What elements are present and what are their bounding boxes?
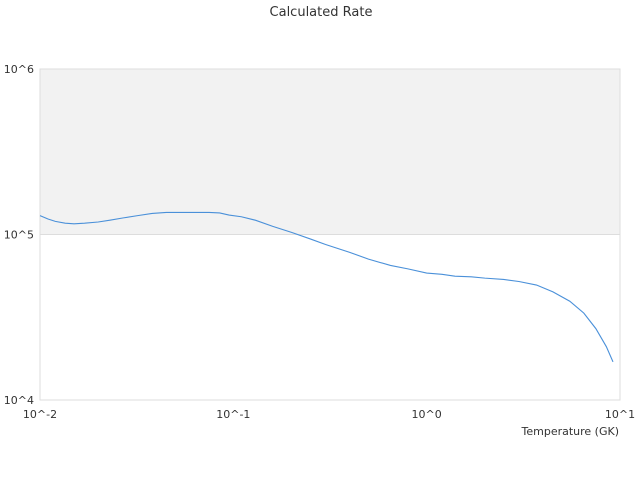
chart-title: Calculated Rate — [270, 5, 373, 20]
grid — [40, 68, 620, 401]
y-tick-label: 10^4 — [4, 394, 34, 407]
x-tick-label: 10^-2 — [23, 408, 57, 421]
x-tick-label: 10^1 — [605, 408, 635, 421]
y-tick-label: 10^6 — [4, 63, 34, 76]
shaded-band — [40, 69, 620, 235]
x-tick-label: 10^-1 — [216, 408, 250, 421]
y-tick-label: 10^5 — [4, 229, 34, 242]
tick-labels: 10^4 10^5 10^6 10^-2 10^-1 10^0 10^1 — [4, 63, 635, 421]
x-tick-label: 10^0 — [412, 408, 442, 421]
series-line — [39, 211, 614, 363]
x-axis-label: Temperature (GK) — [521, 425, 620, 438]
